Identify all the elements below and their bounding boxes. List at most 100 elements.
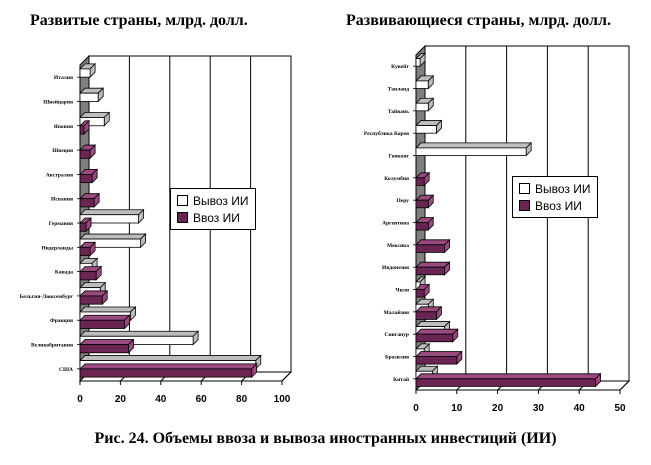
right-category-label: Аргентина: [382, 221, 409, 227]
right-bar-import: [415, 222, 429, 231]
legend-export-label: Вывоз ИИ: [193, 193, 249, 208]
right-bar-import: [415, 333, 454, 343]
right-category-label: Тайвань: [388, 108, 409, 115]
left-bar-import: [79, 368, 253, 378]
right-category-label: Республика Корея: [364, 130, 409, 137]
left-bar-export-top: [79, 306, 137, 313]
right-category-label: Сингапур: [385, 332, 409, 338]
right-bar-import-top: [415, 239, 451, 246]
legend-import-label: Ввоз ИИ: [535, 198, 582, 213]
right-chart-title: Развивающиеся страны, млрд. долл.: [346, 12, 611, 29]
left-chart-title: Развитые страны, млрд. долл.: [30, 12, 248, 29]
legend-import-label: Ввоз ИИ: [193, 210, 240, 225]
right-category-label: Колумбия: [384, 175, 409, 182]
right-bar-import: [415, 177, 425, 186]
export-swatch: [519, 183, 530, 194]
left-bar-export-top: [79, 233, 147, 240]
right-bar-import-top: [415, 261, 451, 268]
left-bar-export: [79, 335, 194, 345]
right-tick-label: 20: [492, 403, 504, 414]
left-bar-import: [79, 344, 129, 354]
left-bar-import-top: [79, 314, 131, 321]
right-bar-export: [415, 58, 421, 67]
left-bar-import: [79, 173, 93, 184]
right-tick-label: 30: [533, 403, 545, 414]
left-tick-label: 20: [115, 394, 127, 405]
right-legend: Вывоз ИИ Ввоз ИИ: [512, 176, 598, 218]
left-bar-export: [79, 92, 99, 102]
left-tick-label: 0: [77, 394, 83, 405]
right-bar-import: [415, 244, 445, 253]
left-bar-import: [79, 246, 91, 256]
left-bar-import-top: [79, 363, 258, 370]
right-tick-label: 10: [451, 403, 463, 414]
right-bar-import-top: [415, 351, 463, 357]
right-bar-export: [415, 147, 527, 156]
right-tick-label: 0: [413, 403, 419, 414]
left-bar-import: [79, 295, 103, 305]
right-category-label: Мексика: [387, 243, 409, 249]
import-swatch: [519, 200, 530, 211]
right-category-label: Чили: [396, 288, 410, 294]
right-bar-export: [415, 80, 429, 89]
left-bar-export: [79, 238, 141, 248]
right-bar-export: [415, 102, 429, 112]
right-category-label: Таиланд: [388, 87, 409, 93]
left-category-label: Австралия: [46, 172, 73, 178]
left-category-label: США: [59, 367, 73, 373]
right-bar-export: [415, 125, 437, 134]
right-bar-import-top: [415, 328, 459, 335]
figure-caption: Рис. 24. Объемы ввоза и вывоза иностранн…: [94, 430, 557, 447]
left-floor-gridline: [281, 371, 292, 382]
left-bar-export-top: [79, 209, 145, 216]
left-bar-import: [79, 149, 91, 159]
right-category-label: Бразилия: [385, 355, 409, 361]
right-category-label: Перу: [397, 198, 410, 204]
left-category-label: Швеция: [52, 148, 73, 154]
import-swatch: [177, 212, 188, 223]
right-category-label: Индонезия: [382, 265, 409, 271]
right-category-label: Китай: [393, 376, 410, 383]
left-bar-import: [79, 222, 87, 232]
left-category-label: Великобритания: [31, 342, 73, 349]
right-tick-label: 50: [614, 403, 626, 414]
right-bar-import: [415, 311, 437, 320]
left-bar-export-top: [79, 330, 200, 337]
left-category-label: Италия: [54, 75, 73, 81]
right-bar-import: [415, 199, 429, 209]
left-bar-export: [79, 214, 139, 224]
left-legend: Вывоз ИИ Ввоз ИИ: [170, 188, 256, 230]
right-category-label: Кувейт: [391, 63, 409, 70]
right-bar-export-top: [415, 321, 451, 327]
legend-export-label: Вывоз ИИ: [535, 181, 591, 196]
left-category-label: Франция: [50, 318, 73, 324]
right-category-label: Гонконг: [389, 154, 410, 160]
left-category-label: Германия: [49, 221, 73, 227]
left-bar-import: [79, 319, 125, 329]
right-bar-import: [415, 266, 445, 276]
left-category-label: Нидерланды: [41, 245, 73, 251]
right-bar-import-top: [415, 373, 602, 380]
export-swatch: [177, 195, 188, 206]
left-bar-import: [79, 125, 85, 135]
right-floor-gridline: [619, 380, 630, 391]
left-category-label: Испания: [51, 197, 73, 203]
left-category-label: Швейцария: [43, 98, 73, 105]
left-bar-import: [79, 271, 97, 281]
left-category-label: Канада: [55, 270, 73, 276]
right-bar-export-top: [415, 142, 533, 149]
left-tick-label: 40: [155, 394, 167, 405]
left-bar-import-top: [79, 339, 135, 345]
right-bar-import: [415, 289, 425, 298]
left-category-label: Бельгия-Люксембург: [20, 293, 74, 300]
left-tick-label: 80: [236, 394, 248, 405]
left-tick-label: 100: [274, 394, 291, 405]
right-category-label: Малайзия: [384, 309, 409, 316]
left-bar-export: [79, 68, 91, 78]
right-bar-import: [415, 378, 596, 387]
left-tick-label: 60: [196, 394, 208, 405]
left-category-label: Япония: [54, 124, 73, 130]
left-bar-export-top: [79, 355, 262, 361]
left-bar-import: [79, 198, 95, 208]
